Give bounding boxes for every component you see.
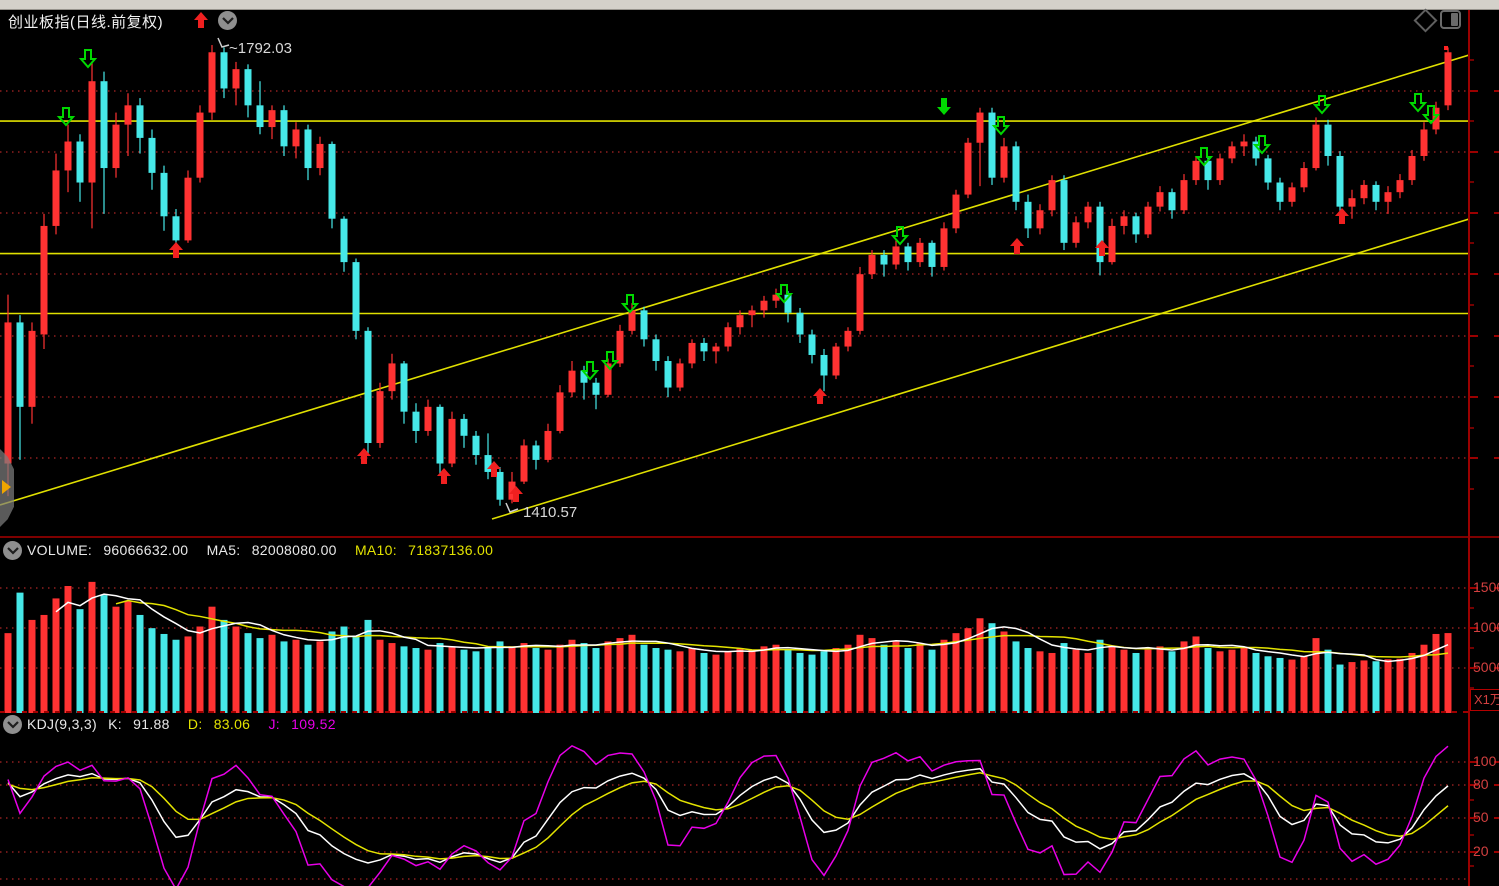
j-label: J: (268, 716, 280, 732)
kdj-indicator-header: KDJ(9,3,3) K: 91.88 D: 83.06 J: 109.52 (27, 716, 350, 732)
sidebar-expand-tab[interactable] (0, 449, 14, 527)
k-label: K: (108, 716, 122, 732)
ma10-value: 71837136.00 (408, 542, 494, 558)
up-arrow-icon (193, 12, 209, 34)
volume-collapse-icon[interactable] (3, 541, 22, 560)
kdj-axis-label: 20 (1473, 843, 1489, 859)
volume-multiplier-badge: X1万 (1470, 689, 1499, 711)
window-titlebar-strip (0, 0, 1499, 10)
d-value: 83.06 (213, 716, 251, 732)
volume-axis-label: 10000 (1473, 619, 1499, 635)
low-price-annotation: 1410.57 (523, 504, 578, 521)
kdj-axis-label: 100 (1473, 753, 1497, 769)
chevron-circle-icon[interactable] (218, 11, 237, 30)
d-label: D: (187, 716, 203, 732)
volume-value: 96066632.00 (103, 542, 189, 558)
j-value: 109.52 (291, 716, 336, 732)
ma10-label: MA10: (354, 542, 397, 558)
volume-axis-label: 5000 (1473, 659, 1499, 675)
ma5-label: MA5: (206, 542, 241, 558)
k-value: 91.88 (133, 716, 170, 732)
ma5-value: 82008080.00 (251, 542, 337, 558)
kdj-label: KDJ(9,3,3) (27, 716, 97, 732)
panel-layout-icon[interactable] (1440, 10, 1461, 29)
volume-indicator-header: VOLUME: 96066632.00 MA5: 82008080.00 MA1… (27, 542, 507, 558)
kdj-collapse-icon[interactable] (3, 715, 22, 734)
kdj-axis-label: 50 (1473, 809, 1489, 825)
kdj-axis-label: 80 (1473, 776, 1489, 792)
volume-label: VOLUME: (27, 542, 93, 558)
high-price-annotation: ~1792.03 (229, 40, 292, 57)
volume-axis-label: 15000 (1473, 579, 1499, 595)
page-title: 创业板指(日线.前复权) (8, 14, 164, 31)
